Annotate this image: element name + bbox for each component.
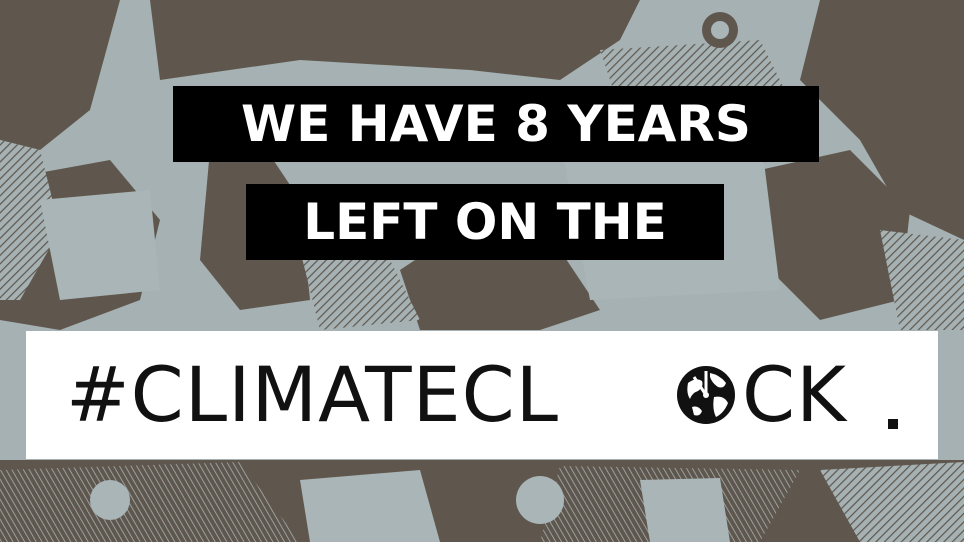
headline-line-2: LEFT ON THE [246, 184, 724, 260]
hashtag-text-end: CK [742, 350, 847, 439]
brand-period-mark [888, 419, 898, 429]
globe-clock-icon [677, 366, 735, 424]
hashtag-text-start: #CLIMATECL [66, 350, 560, 439]
brand-bar: #CLIMATECL CK [26, 331, 938, 459]
headline-line-1: WE HAVE 8 YEARS [173, 86, 819, 162]
